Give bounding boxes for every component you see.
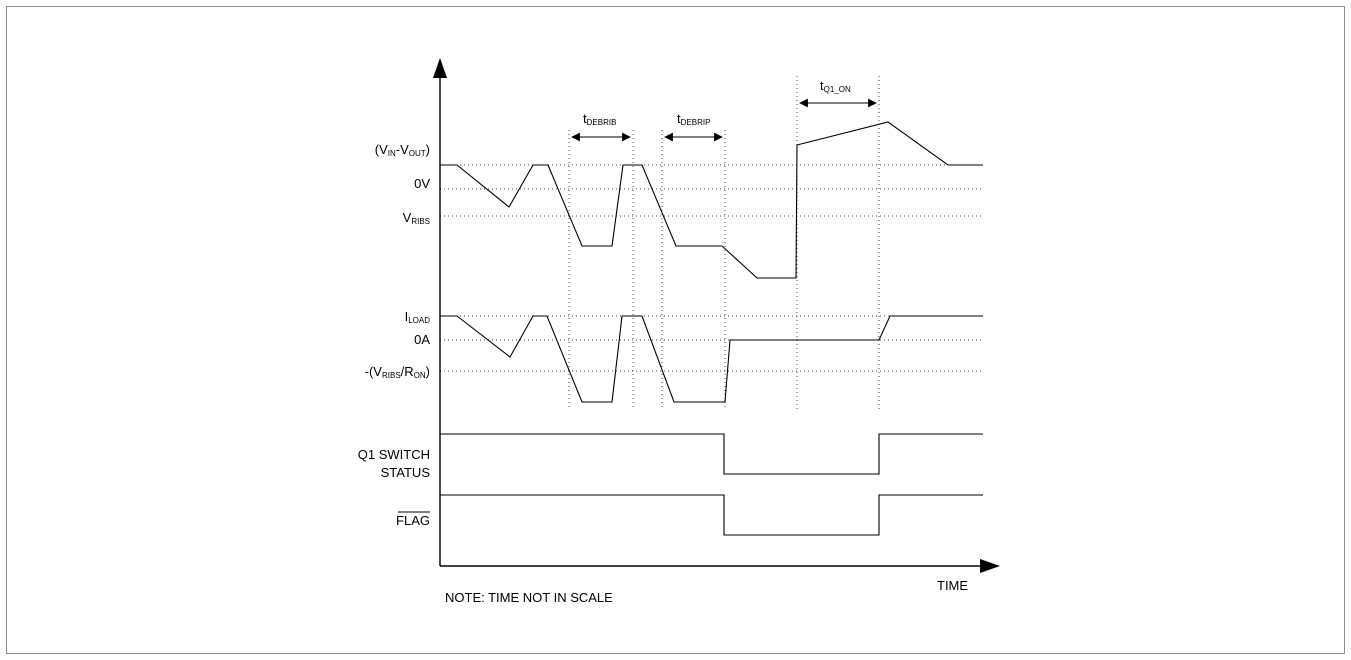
voltage-waveform (440, 121, 983, 279)
label-neg-vribs-ron: -(VRIBS/RON) (365, 364, 430, 380)
label-q1-status: STATUS (381, 465, 431, 480)
y-axis-arrow (433, 58, 447, 78)
label-tdebrib: tDEBRIB (583, 111, 616, 127)
label-flag: FLAG (396, 513, 430, 528)
q1-switch-waveform (440, 433, 983, 475)
label-0v: 0V (414, 176, 430, 191)
diagram-frame (6, 6, 1345, 654)
label-vin-vout: (VIN-VOUT) (375, 142, 430, 158)
label-vribs: VRIBS (403, 210, 430, 226)
label-tdebrip: tDEBRIP (677, 111, 710, 127)
label-iload: ILOAD (405, 309, 431, 325)
label-q1-switch: Q1 SWITCH (358, 447, 430, 462)
current-waveform (440, 315, 983, 403)
flag-waveform (440, 494, 983, 536)
label-0a: 0A (414, 332, 430, 347)
note-time-scale: NOTE: TIME NOT IN SCALE (445, 590, 613, 605)
x-axis-arrow (980, 559, 1000, 573)
label-tq1on: tQ1_ON (820, 78, 851, 94)
label-time: TIME (937, 578, 968, 593)
